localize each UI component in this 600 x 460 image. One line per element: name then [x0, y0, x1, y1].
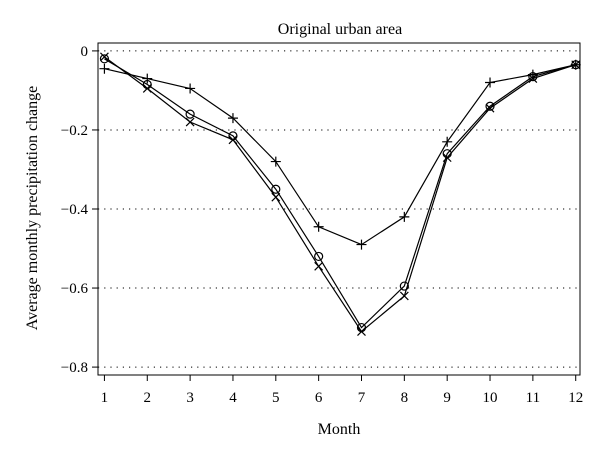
y-axis-title: Average monthly precipitation change: [24, 86, 41, 331]
data-point-circle: [485, 101, 495, 111]
data-point-plus: [356, 239, 367, 250]
y-tick-label: −0.4: [61, 202, 89, 218]
data-point-circle: [185, 109, 195, 119]
x-tick-label: 5: [272, 390, 280, 406]
data-point-x: [185, 117, 195, 127]
data-point-x: [357, 327, 366, 336]
data-point-plus: [313, 221, 324, 232]
series-line-x: [104, 56, 576, 333]
series-lines: [99, 52, 581, 336]
data-point-circle: [99, 54, 110, 64]
y-tick-label: −0.8: [61, 360, 88, 376]
axis-ticks: 0−0.2−0.4−0.6−0.81 2 3 4 5 6 7 8 9 10 11 12: [61, 44, 583, 406]
y-tick-label: 0: [81, 44, 89, 60]
data-point-plus: [227, 113, 238, 124]
data-point-plus: [570, 59, 581, 70]
data-point-x: [100, 52, 109, 62]
data-point-x: [142, 84, 152, 93]
data-point-x: [485, 103, 495, 113]
gridlines: [98, 50, 580, 368]
data-point-circle: [314, 251, 324, 262]
x-tick-label: 11: [526, 390, 540, 406]
x-tick-label: 2: [144, 390, 152, 406]
series-plus: [99, 59, 581, 250]
data-point-x: [228, 135, 238, 145]
data-point-circle: [399, 281, 409, 291]
data-point-plus: [527, 69, 538, 80]
data-point-plus: [485, 77, 496, 88]
x-tick-label: 3: [186, 390, 194, 406]
data-point-circle: [271, 184, 281, 194]
data-point-plus: [99, 63, 110, 74]
data-point-plus: [399, 211, 410, 222]
x-tick-label: 4: [229, 390, 237, 406]
y-tick-label: −0.2: [61, 123, 88, 139]
x-axis-title: Month: [318, 421, 361, 438]
data-point-x: [271, 192, 281, 202]
x-tick-label: 8: [401, 390, 409, 406]
data-point-x: [314, 261, 324, 271]
x-tick-label: 12: [568, 390, 583, 406]
x-tick-label: 9: [443, 390, 451, 406]
x-tick-label: 6: [315, 390, 323, 406]
series-x: [100, 52, 581, 336]
data-point-plus: [185, 83, 196, 94]
data-point-x: [399, 291, 409, 301]
y-tick-label: −0.6: [61, 281, 89, 297]
x-tick-label: 10: [483, 390, 498, 406]
data-point-plus: [270, 156, 281, 167]
data-point-plus: [442, 136, 453, 147]
data-point-plus: [142, 73, 153, 84]
series-line-circle: [104, 58, 576, 329]
data-point-x: [442, 153, 452, 163]
series-line-plus: [104, 64, 576, 246]
x-tick-label: 7: [358, 390, 366, 406]
chart-title: Original urban area: [278, 21, 402, 38]
x-tick-label: 1: [101, 390, 109, 406]
